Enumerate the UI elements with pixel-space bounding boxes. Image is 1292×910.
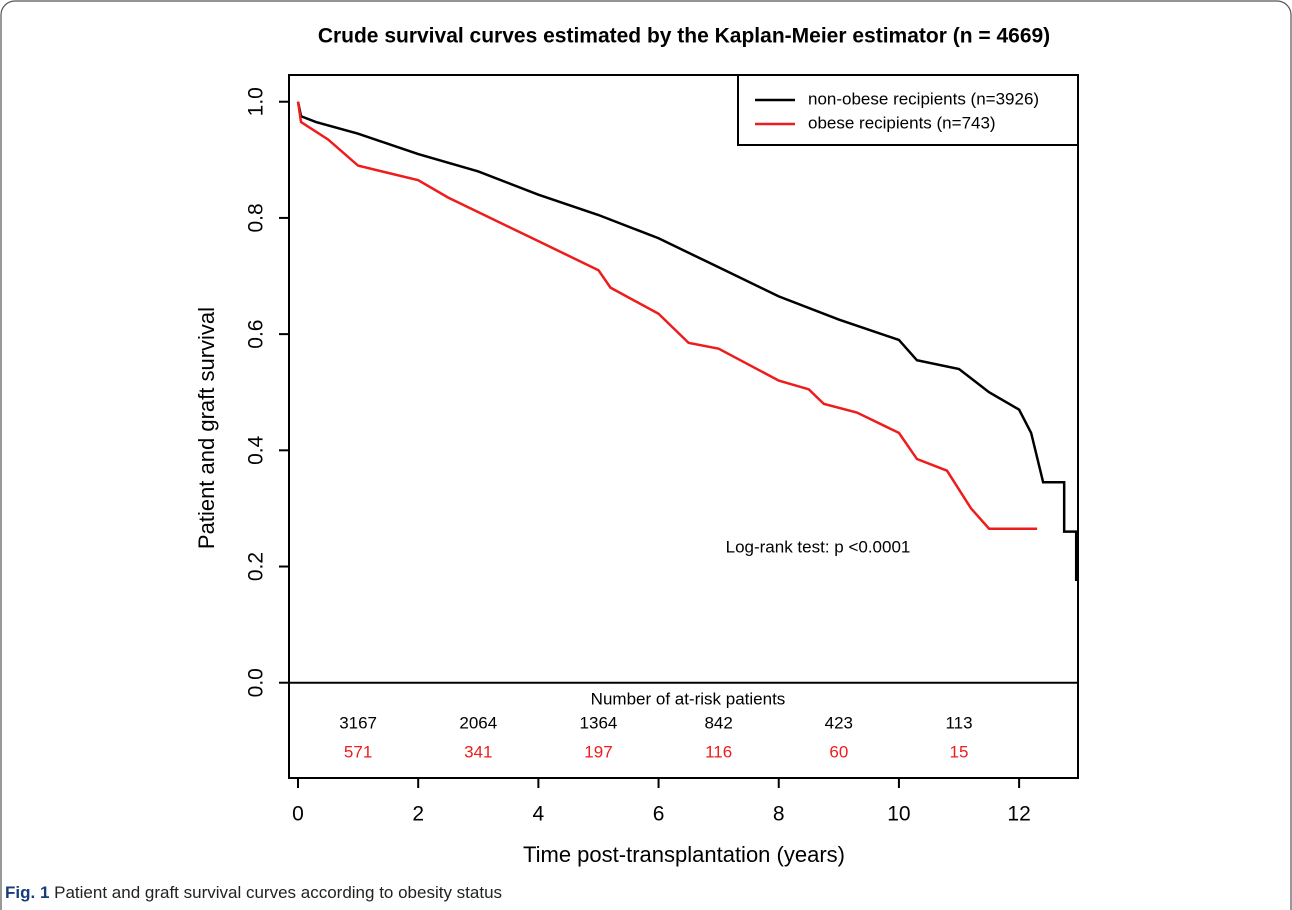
y-tick-label: 0.2: [245, 552, 268, 581]
legend-label: obese recipients (n=743): [808, 113, 996, 132]
at-risk-count: 2064: [459, 713, 497, 732]
at-risk-count: 197: [584, 742, 612, 761]
at-risk-count: 116: [705, 742, 732, 761]
y-tick-label: 0.0: [245, 668, 268, 697]
y-axis-label: Patient and graft survival: [194, 307, 219, 549]
at-risk-count: 60: [829, 742, 848, 761]
caption: Fig. 1 Patient and graft survival curves…: [5, 883, 502, 902]
chart-title: Crude survival curves estimated by the K…: [318, 25, 1050, 48]
x-tick-label: 10: [887, 803, 910, 826]
x-axis-label: Time post-transplantation (years): [523, 842, 845, 867]
at-risk-count: 842: [704, 713, 732, 732]
annotation: Log-rank test: p <0.0001: [726, 537, 911, 556]
survival-curve: [296, 101, 1038, 531]
at-risk-count: 113: [945, 713, 972, 732]
at-risk-count: 1364: [580, 713, 618, 732]
caption-text: Patient and graft survival curves accord…: [54, 883, 502, 902]
x-tick-label: 2: [412, 803, 424, 826]
at-risk-count: 15: [950, 742, 969, 761]
legend-label: non-obese recipients (n=3926): [808, 89, 1039, 108]
at-risk-count: 341: [464, 742, 492, 761]
x-tick-label: 8: [773, 803, 785, 826]
at-risk-count: 571: [344, 742, 372, 761]
x-tick-label: 6: [653, 803, 665, 826]
x-tick-label: 0: [292, 803, 304, 826]
at-risk-count: 423: [825, 713, 853, 732]
y-tick-label: 0.4: [245, 435, 268, 465]
y-tick-label: 0.8: [245, 203, 268, 232]
at-risk-title: Number of at-risk patients: [591, 689, 786, 708]
survival-curve: [296, 101, 1078, 582]
x-tick-label: 12: [1007, 803, 1030, 826]
at-risk-count: 3167: [339, 713, 377, 732]
y-tick-label: 0.6: [245, 320, 268, 349]
x-tick-label: 4: [533, 803, 545, 826]
legend-box: [737, 74, 1079, 146]
plot-border: [288, 74, 1079, 779]
caption-label: Fig. 1: [5, 883, 49, 902]
y-tick-label: 1.0: [245, 87, 268, 116]
